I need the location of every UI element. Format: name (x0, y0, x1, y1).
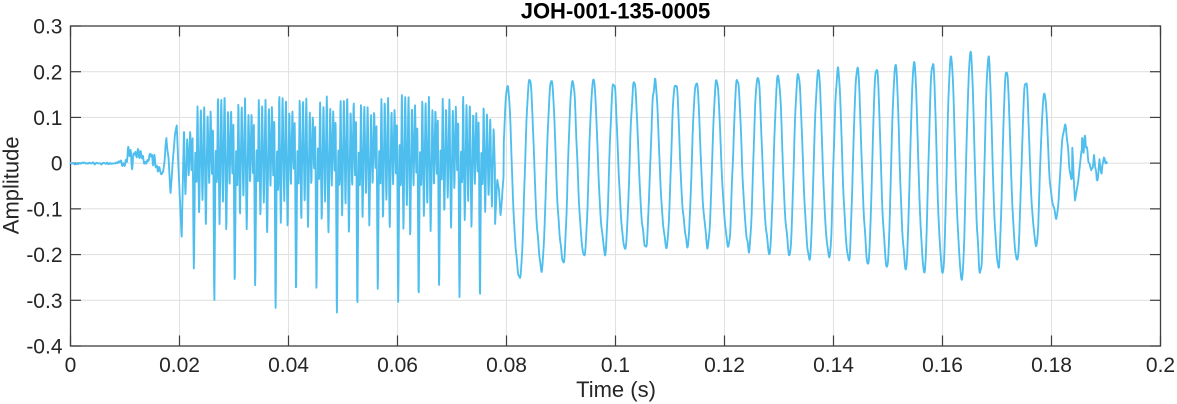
svg-text:JOH-001-135-0005: JOH-001-135-0005 (521, 0, 711, 24)
svg-text:-0.1: -0.1 (26, 198, 62, 221)
svg-text:0.14: 0.14 (813, 354, 854, 377)
svg-text:0.04: 0.04 (268, 354, 309, 377)
svg-text:-0.2: -0.2 (26, 244, 62, 267)
svg-text:0.02: 0.02 (159, 354, 200, 377)
svg-text:0.12: 0.12 (704, 354, 745, 377)
svg-text:0.18: 0.18 (1031, 354, 1072, 377)
svg-text:0.1: 0.1 (33, 107, 62, 130)
svg-text:-0.3: -0.3 (26, 290, 62, 313)
svg-text:0: 0 (65, 354, 77, 377)
svg-text:0.16: 0.16 (922, 354, 963, 377)
svg-text:-0.4: -0.4 (26, 336, 63, 359)
svg-text:0.3: 0.3 (33, 16, 62, 39)
svg-text:0.06: 0.06 (377, 354, 418, 377)
svg-text:0.08: 0.08 (486, 354, 527, 377)
svg-text:Time (s): Time (s) (576, 377, 656, 402)
svg-text:0.2: 0.2 (33, 61, 62, 84)
svg-text:0.1: 0.1 (601, 354, 630, 377)
svg-text:0.2: 0.2 (1146, 354, 1175, 377)
svg-text:0: 0 (51, 153, 63, 176)
svg-text:Amplitude: Amplitude (0, 136, 24, 234)
